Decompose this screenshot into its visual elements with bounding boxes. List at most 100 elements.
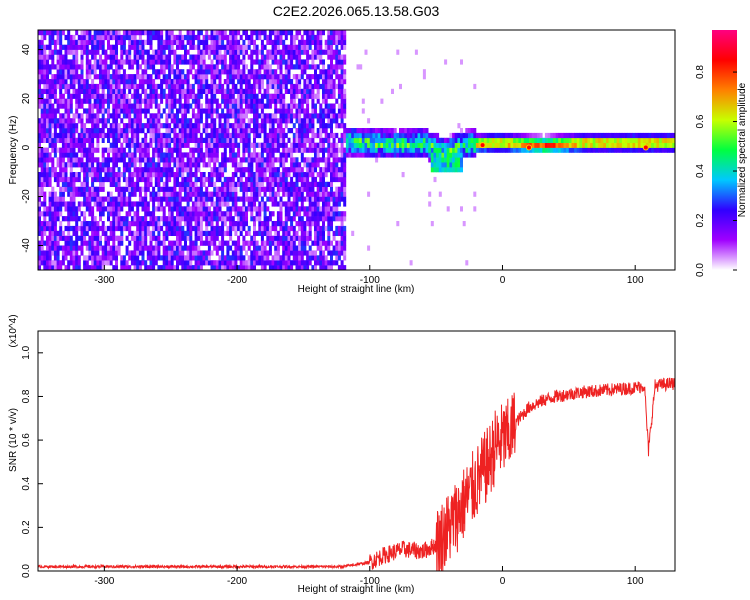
heatmap-cell bbox=[186, 79, 190, 85]
heatmap-cell bbox=[141, 235, 145, 241]
heatmap-cell bbox=[343, 34, 347, 41]
heatmap-cell bbox=[133, 221, 137, 227]
heatmap-cell bbox=[287, 206, 291, 212]
heatmap-cell bbox=[136, 98, 140, 104]
heatmap-cell bbox=[215, 54, 219, 60]
heatmap-cell bbox=[343, 235, 347, 241]
heatmap-cell bbox=[306, 162, 310, 168]
heatmap-cell bbox=[290, 157, 294, 163]
heatmap-cell bbox=[43, 128, 47, 134]
heatmap-cell bbox=[125, 59, 129, 65]
heatmap-cell bbox=[218, 137, 222, 143]
heatmap-cell bbox=[417, 142, 421, 148]
heatmap-cell bbox=[176, 69, 179, 75]
heatmap-cell bbox=[223, 137, 227, 143]
heatmap-cell bbox=[93, 123, 97, 129]
heatmap-cell bbox=[319, 157, 323, 163]
heatmap-cell bbox=[191, 211, 195, 217]
heatmap-cell bbox=[101, 30, 105, 36]
heatmap-cell bbox=[189, 93, 193, 99]
heatmap-cell bbox=[59, 59, 63, 65]
heatmap-cell bbox=[287, 74, 291, 80]
heatmap-cell bbox=[51, 39, 55, 45]
heatmap-cell bbox=[199, 74, 203, 80]
heatmap-cell bbox=[282, 245, 286, 251]
heatmap-cell bbox=[125, 235, 129, 241]
heatmap-cell bbox=[154, 196, 158, 202]
heatmap-cell bbox=[91, 93, 95, 99]
heatmap-cell bbox=[364, 152, 368, 158]
heatmap-cell bbox=[104, 255, 108, 261]
heatmap-cell bbox=[470, 152, 474, 158]
heatmap-cell bbox=[237, 250, 241, 256]
heatmap-cell bbox=[396, 152, 400, 158]
heatmap-cell bbox=[189, 132, 193, 139]
heatmap-cell bbox=[343, 69, 347, 75]
heatmap-cell bbox=[292, 162, 296, 168]
heatmap-cell bbox=[324, 137, 328, 143]
heatmap-cell bbox=[444, 147, 448, 153]
heatmap-cell bbox=[173, 176, 177, 183]
heatmap-cell bbox=[69, 142, 73, 148]
heatmap-cell bbox=[122, 147, 126, 153]
heatmap-cell bbox=[181, 137, 185, 143]
heatmap-cell bbox=[263, 260, 267, 266]
heatmap-cell bbox=[107, 167, 110, 173]
heatmap-cell bbox=[144, 206, 148, 212]
heatmap-cell bbox=[324, 123, 328, 129]
heatmap-cell bbox=[117, 128, 121, 134]
heatmap-cell bbox=[67, 230, 71, 236]
heatmap-cell bbox=[197, 128, 201, 134]
heatmap-cell bbox=[138, 191, 142, 197]
heatmap-cell bbox=[83, 30, 87, 36]
heatmap-cell bbox=[120, 260, 124, 266]
heatmap-cell bbox=[56, 108, 60, 114]
heatmap-cell bbox=[295, 108, 299, 114]
heatmap-cell bbox=[298, 44, 302, 50]
heatmap-cell bbox=[96, 206, 100, 212]
heatmap-cell bbox=[263, 147, 267, 153]
heatmap-cell bbox=[276, 255, 280, 261]
heatmap-cell bbox=[112, 142, 116, 148]
heatmap-cell bbox=[136, 230, 140, 236]
heatmap-cell bbox=[284, 49, 288, 55]
heatmap-cell bbox=[133, 230, 137, 236]
heatmap-cell bbox=[38, 152, 41, 158]
heatmap-cell bbox=[213, 93, 217, 99]
heatmap-cell bbox=[279, 235, 283, 241]
heatmap-cell bbox=[80, 225, 84, 232]
heatmap-cell bbox=[274, 88, 278, 94]
heatmap-cell bbox=[468, 132, 471, 139]
heatmap-cell bbox=[144, 152, 148, 158]
heatmap-cell bbox=[109, 123, 113, 129]
heatmap-cell bbox=[72, 176, 76, 183]
heatmap-cell bbox=[75, 162, 79, 168]
heatmap-cell bbox=[332, 245, 336, 251]
heatmap-cell bbox=[367, 152, 371, 158]
heatmap-cell bbox=[157, 230, 161, 236]
heatmap-cell bbox=[93, 128, 97, 134]
heatmap-cell bbox=[258, 79, 262, 85]
heatmap-cell bbox=[191, 132, 195, 139]
heatmap-cell bbox=[237, 167, 241, 173]
heatmap-cell bbox=[422, 128, 426, 134]
heatmap-cell bbox=[218, 191, 222, 197]
heatmap-cell bbox=[263, 142, 267, 148]
heatmap-cell bbox=[322, 181, 325, 187]
heatmap-cell bbox=[284, 69, 288, 75]
heatmap-cell bbox=[75, 49, 79, 55]
heatmap-cell bbox=[483, 147, 487, 153]
heatmap-cell bbox=[154, 93, 158, 99]
heatmap-cell bbox=[468, 152, 471, 158]
heatmap-cell bbox=[332, 167, 336, 173]
heatmap-cell bbox=[290, 260, 294, 266]
heatmap-cell bbox=[335, 245, 339, 251]
heatmap-cell bbox=[91, 225, 95, 232]
heatmap-cell bbox=[64, 255, 68, 261]
heatmap-cell bbox=[61, 64, 65, 70]
heatmap-cell bbox=[279, 79, 283, 85]
heatmap-cell bbox=[120, 240, 124, 246]
heatmap-cell bbox=[335, 167, 339, 173]
heatmap-cell bbox=[197, 152, 201, 158]
heatmap-cell bbox=[385, 128, 389, 134]
